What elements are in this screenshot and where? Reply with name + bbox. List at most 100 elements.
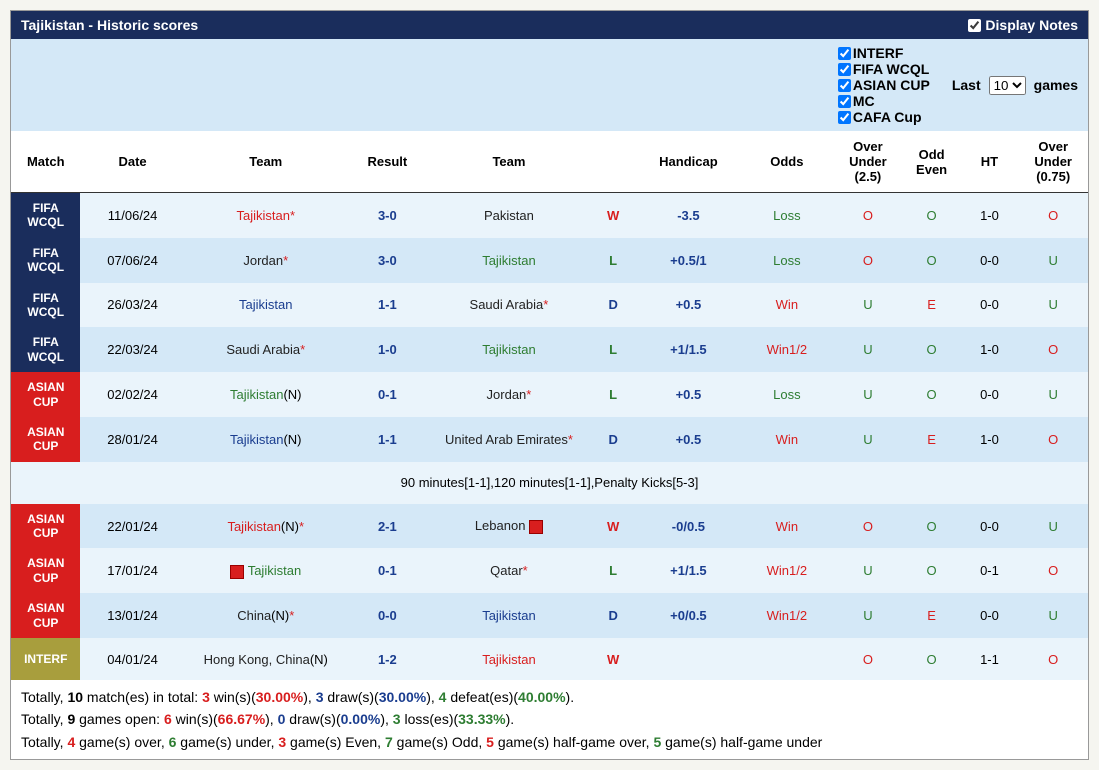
table-row[interactable]: ASIAN CUP22/01/24Tajikistan(N)*2-1Lebano…: [11, 504, 1088, 549]
ou075-cell: U: [1018, 238, 1088, 283]
col-header: Over Under (2.5): [833, 131, 902, 193]
display-notes-checkbox[interactable]: [968, 19, 981, 32]
filter-mc[interactable]: MC: [838, 93, 930, 109]
match-badge: ASIAN CUP: [11, 548, 80, 593]
table-row[interactable]: FIFA WCQL22/03/24Saudi Arabia*1-0Tajikis…: [11, 327, 1088, 372]
team-cell[interactable]: Tajikistan: [185, 548, 347, 593]
neutral-marker: (N): [283, 432, 301, 447]
filter-checkbox[interactable]: [838, 79, 851, 92]
star-marker: *: [568, 432, 573, 447]
odds-cell: Win1/2: [741, 548, 834, 593]
team-cell[interactable]: Hong Kong, China(N): [185, 638, 347, 680]
match-badge: ASIAN CUP: [11, 417, 80, 462]
handicap-cell: +0.5: [636, 283, 740, 328]
team-name: Jordan: [243, 253, 283, 268]
team-cell[interactable]: Saudi Arabia*: [428, 283, 590, 328]
ou25-cell: O: [833, 238, 902, 283]
ht-cell: 0-0: [961, 372, 1019, 417]
table-row[interactable]: FIFA WCQL11/06/24Tajikistan*3-0PakistanW…: [11, 193, 1088, 238]
ou075-cell: U: [1018, 504, 1088, 549]
filter-interf[interactable]: INTERF: [838, 45, 930, 61]
last-label: Last: [952, 77, 981, 93]
team-name: Tajikistan: [227, 519, 280, 534]
table-row[interactable]: ASIAN CUP17/01/24 Tajikistan0-1Qatar*L+1…: [11, 548, 1088, 593]
note-row: 90 minutes[1-1],120 minutes[1-1],Penalty…: [11, 462, 1088, 504]
games-count-select[interactable]: 10: [989, 76, 1026, 95]
team-cell[interactable]: United Arab Emirates*: [428, 417, 590, 462]
col-header: Odds: [741, 131, 834, 193]
team-cell[interactable]: Tajikistan: [428, 327, 590, 372]
wld-cell: L: [590, 372, 636, 417]
wld-cell: L: [590, 238, 636, 283]
ou075-cell: U: [1018, 372, 1088, 417]
result-cell: 2-1: [347, 504, 428, 549]
oe-cell: E: [903, 417, 961, 462]
table-row[interactable]: FIFA WCQL07/06/24Jordan*3-0TajikistanL+0…: [11, 238, 1088, 283]
col-header: Team: [185, 131, 347, 193]
team-name: Pakistan: [484, 208, 534, 223]
filter-fifa-wcql[interactable]: FIFA WCQL: [838, 61, 930, 77]
team-cell[interactable]: Pakistan: [428, 193, 590, 238]
neutral-marker: (N): [281, 519, 299, 534]
table-row[interactable]: FIFA WCQL26/03/24Tajikistan1-1Saudi Arab…: [11, 283, 1088, 328]
ou075-cell: O: [1018, 638, 1088, 680]
team-cell[interactable]: Tajikistan: [428, 238, 590, 283]
wld-cell: W: [590, 193, 636, 238]
filter-cafa-cup[interactable]: CAFA Cup: [838, 109, 930, 125]
team-cell[interactable]: Tajikistan: [185, 283, 347, 328]
handicap-cell: +0/0.5: [636, 593, 740, 638]
team-name: Lebanon: [475, 518, 526, 533]
display-notes-toggle[interactable]: Display Notes: [968, 17, 1078, 33]
odds-cell: Win1/2: [741, 593, 834, 638]
result-cell: 1-1: [347, 417, 428, 462]
ou25-cell: U: [833, 417, 902, 462]
star-marker: *: [543, 297, 548, 312]
team-cell[interactable]: Tajikistan*: [185, 193, 347, 238]
oe-cell: O: [903, 238, 961, 283]
wld-cell: W: [590, 638, 636, 680]
odds-cell: Loss: [741, 238, 834, 283]
table-row[interactable]: ASIAN CUP13/01/24China(N)*0-0TajikistanD…: [11, 593, 1088, 638]
team-name: Tajikistan: [248, 563, 301, 578]
team-cell[interactable]: Tajikistan(N): [185, 372, 347, 417]
filter-checkbox[interactable]: [838, 63, 851, 76]
table-row[interactable]: INTERF04/01/24Hong Kong, China(N)1-2Taji…: [11, 638, 1088, 680]
table-row[interactable]: ASIAN CUP02/02/24Tajikistan(N)0-1Jordan*…: [11, 372, 1088, 417]
filter-checkbox[interactable]: [838, 95, 851, 108]
games-label: games: [1034, 77, 1078, 93]
oe-cell: O: [903, 638, 961, 680]
team-cell[interactable]: Jordan*: [428, 372, 590, 417]
table-row[interactable]: ASIAN CUP28/01/24Tajikistan(N)1-1United …: [11, 417, 1088, 462]
team-cell[interactable]: Qatar*: [428, 548, 590, 593]
oe-cell: O: [903, 193, 961, 238]
summary-block: Totally, 10 match(es) in total: 3 win(s)…: [11, 680, 1088, 759]
team-cell[interactable]: Saudi Arabia*: [185, 327, 347, 372]
match-badge: ASIAN CUP: [11, 372, 80, 417]
table-body: FIFA WCQL11/06/24Tajikistan*3-0PakistanW…: [11, 193, 1088, 681]
date-cell: 11/06/24: [80, 193, 184, 238]
col-header: Handicap: [636, 131, 740, 193]
match-badge: ASIAN CUP: [11, 593, 80, 638]
col-header: Team: [428, 131, 590, 193]
ht-cell: 0-0: [961, 593, 1019, 638]
ou075-cell: O: [1018, 193, 1088, 238]
team-cell[interactable]: Tajikistan: [428, 593, 590, 638]
col-header: [590, 131, 636, 193]
team-cell[interactable]: Jordan*: [185, 238, 347, 283]
odds-cell: Loss: [741, 372, 834, 417]
oe-cell: O: [903, 504, 961, 549]
handicap-cell: +0.5: [636, 372, 740, 417]
team-cell[interactable]: Lebanon: [428, 504, 590, 549]
wld-cell: L: [590, 327, 636, 372]
scores-panel: Tajikistan - Historic scores Display Not…: [10, 10, 1089, 760]
team-cell[interactable]: Tajikistan: [428, 638, 590, 680]
filter-asian-cup[interactable]: ASIAN CUP: [838, 77, 930, 93]
team-cell[interactable]: China(N)*: [185, 593, 347, 638]
team-cell[interactable]: Tajikistan(N)*: [185, 504, 347, 549]
team-cell[interactable]: Tajikistan(N): [185, 417, 347, 462]
filter-checkbox[interactable]: [838, 47, 851, 60]
filter-checkbox[interactable]: [838, 111, 851, 124]
team-name: Tajikistan: [482, 253, 535, 268]
team-name: Hong Kong, China: [204, 652, 310, 667]
col-header: Odd Even: [903, 131, 961, 193]
